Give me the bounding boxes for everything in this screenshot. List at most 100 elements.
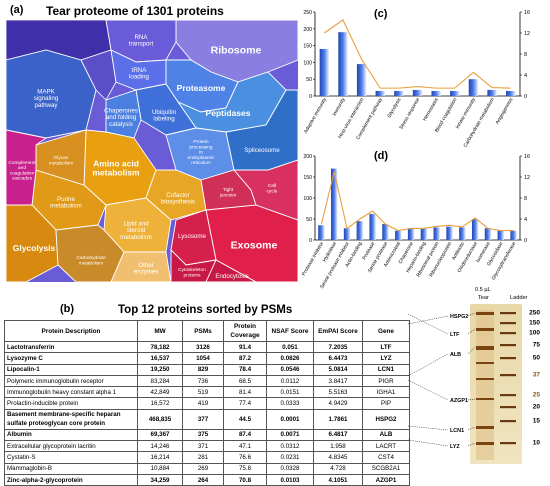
col-header-nsaf: NSAF Score [266,320,314,342]
bar [338,32,348,96]
connector-line [408,425,449,431]
x-tick-label: Glycolysis [386,97,402,120]
bar [318,225,325,240]
ladder-band [500,322,516,325]
y-tick-label-right: 16 [524,10,530,16]
treemap-cell [110,251,172,283]
band-label: LCN1 [450,428,464,434]
cell-mw: 10,884 [137,462,183,475]
bar [471,219,479,240]
cell-psms: 375 [182,428,224,442]
cell-mw: 69,367 [137,428,183,442]
cell-empai: 6.4473 [313,352,363,365]
x-tick-label: Angiogenesis [495,97,515,126]
bar [394,90,404,96]
cell-description: Cystatin-S [4,451,138,464]
cell-mw: 16,537 [137,352,183,365]
band-label: ALB [450,352,461,358]
table-row: Prolactin-inducible protein 16,572 419 77.4… [4,397,410,410]
y-tick-label-right: 4 [524,217,527,223]
table-row: Mammaglobin-B 10,884 269 75.8 0.0328 4.728 SCG… [4,462,410,475]
cell-empai: 1.958 [313,440,363,453]
bar [459,227,466,240]
bar [356,221,364,240]
cell-description: Basement membrane-specific heparan sulfa… [4,408,138,430]
table-row: Lactotransferrin 78,182 3126 91.4 0.051 7.203… [4,340,410,354]
cell-nsaf: 0.0103 [266,473,314,486]
ladder-value: 250 [529,310,540,317]
x-tick-label: Adaptive immunity [303,97,328,135]
cell-psms: 3126 [182,340,224,354]
panel-a-label: (a) [10,4,24,16]
gel-ladder-label: Ladder [510,295,528,301]
cell-mw: 14,246 [137,440,183,453]
ladder-band [500,312,516,315]
cell-description: Lipocalin-1 [4,363,138,376]
bar [356,64,367,96]
ladder-value: 25 [533,392,541,399]
cell-nsaf: 0.0312 [266,440,314,453]
cell-nsaf: 0.0001 [266,408,314,430]
protein-table-wrap: Protein Description MW PSMs Protein Cove… [4,320,410,486]
table-row: Cystatin-S 16,214 281 76.6 0.0231 4.8345 CST4 [4,451,410,464]
cell-mw: 16,214 [137,451,183,464]
protein-table: Protein Description MW PSMs Protein Cove… [4,320,410,486]
connector-line [408,313,449,335]
band-arrow [467,442,476,447]
cell-gene: AZGP1 [362,473,410,486]
col-header-gene: Gene [362,320,410,342]
ladder-band [500,406,516,409]
cell-nsaf: 0.0231 [266,451,314,464]
tear-band [476,328,494,331]
cell-empai: 4.728 [313,462,363,475]
ladder-value: 50 [533,355,541,362]
treemap-cell-label: Proteasome [177,83,226,93]
cell-nsaf: 0.0826 [266,352,314,365]
y-tick-label-left: 50 [306,77,312,83]
x-tick-label: Hemostasis [422,97,440,123]
ladder-value: 10 [533,440,541,447]
cell-description: Lysozyme C [4,352,138,365]
cell-description: Extracellular glycoprotein lacritin [4,440,138,453]
cell-coverage: 76.6 [223,451,267,464]
treemap-cell-label: Lysosome [178,233,207,240]
treemap-cell-label: Glycan metabolism [49,155,74,166]
cell-description: Lactotransferrin [4,340,138,354]
cell-mw: 19,250 [137,363,183,376]
cell-psms: 419 [182,397,224,410]
table-row: Lysozyme C 16,537 1054 87.2 0.0826 6.4473 LYZ [4,352,410,365]
y-tick-label-right: 4 [524,73,527,79]
x-tick-label: Ribonucleoprotein [428,241,453,278]
bar [510,230,517,240]
cell-psms: 519 [182,386,224,399]
connector-line [408,379,449,401]
cell-psms: 377 [182,408,224,430]
bar [506,90,516,96]
bar [450,90,460,96]
cell-coverage: 75.8 [223,462,267,475]
col-header-description: Protein Description [4,320,138,342]
bar [369,213,376,240]
treemap-cell-label: Cell cycle [267,183,278,194]
sds-page-gel: 250 150 100 75 50 37 25 20 15 10 HSPG2 LTF ALB AZGP1 L… [408,304,541,464]
treemap-cell-label: Chaperones and folding catalysis [104,107,138,128]
panel-b-label: (b) [60,303,75,315]
band-arrow [467,426,476,431]
cell-empai: 4.1051 [313,473,363,486]
treemap-cell-label: MAPK signaling pathway [34,88,59,109]
series-line [324,19,511,89]
cell-psms: 1054 [182,352,224,365]
cell-gene: PIGR [362,374,410,388]
cell-description: Immunoglobulin heavy constant alpha 1 [4,386,138,399]
y-tick-label-left: 50 [306,217,312,223]
cell-coverage: 70.8 [223,473,267,486]
bar [331,168,338,240]
cell-coverage: 78.4 [223,363,267,376]
ladder-band [500,374,516,377]
treemap-cell-label: Purine metabolism [50,196,82,210]
cell-coverage: 44.5 [223,408,267,430]
cell-gene: LCN1 [362,363,410,376]
tear-band [476,346,494,350]
cell-description: Polymeric immunoglobulin receptor [4,374,138,388]
